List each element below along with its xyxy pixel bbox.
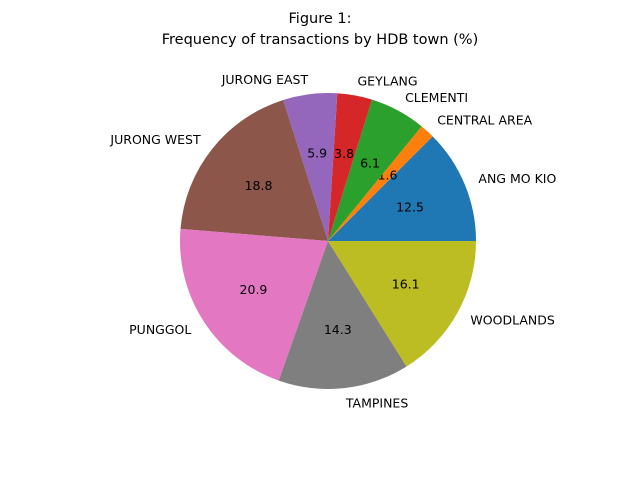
slice-label-punggol: PUNGGOL — [129, 322, 191, 337]
pie-slice-geylang — [328, 93, 372, 241]
slice-label-tampines: TAMPINES — [345, 395, 408, 410]
pie-slice-punggol — [179, 228, 328, 381]
slice-label-central-area: CENTRAL AREA — [437, 113, 532, 128]
slice-pct-tampines: 14.3 — [324, 322, 352, 337]
chart-title-line-1: Figure 1: — [288, 11, 352, 27]
pie-slice-clementi — [328, 99, 422, 241]
slice-label-woodlands: WOODLANDS — [470, 312, 554, 327]
slice-label-jurong-east: JURONG EAST — [221, 72, 309, 87]
slice-pct-woodlands: 16.1 — [392, 277, 420, 292]
slice-label-clementi: CLEMENTI — [405, 90, 468, 105]
slice-pct-clementi: 6.1 — [360, 155, 380, 170]
pie-slice-woodlands — [328, 241, 476, 367]
slice-pct-ang-mo-kio: 12.5 — [396, 200, 424, 215]
slice-pct-jurong-east: 5.9 — [307, 145, 327, 160]
chart-title-line-2: Frequency of transactions by HDB town (%… — [161, 32, 479, 48]
slice-label-ang-mo-kio: ANG MO KIO — [478, 171, 556, 186]
slice-pct-geylang: 3.8 — [334, 146, 354, 161]
pie-slice-tampines — [278, 241, 407, 389]
pie-slice-central-area — [328, 126, 433, 241]
pie-slice-jurong-west — [180, 99, 328, 241]
pie-slice-ang-mo-kio — [328, 136, 476, 241]
slice-pct-jurong-west: 18.8 — [245, 178, 273, 193]
pie-slice-jurong-east — [283, 93, 338, 241]
slice-label-geylang: GEYLANG — [358, 73, 418, 88]
slice-label-jurong-west: JURONG WEST — [109, 132, 201, 147]
slice-pct-punggol: 20.9 — [240, 282, 268, 297]
